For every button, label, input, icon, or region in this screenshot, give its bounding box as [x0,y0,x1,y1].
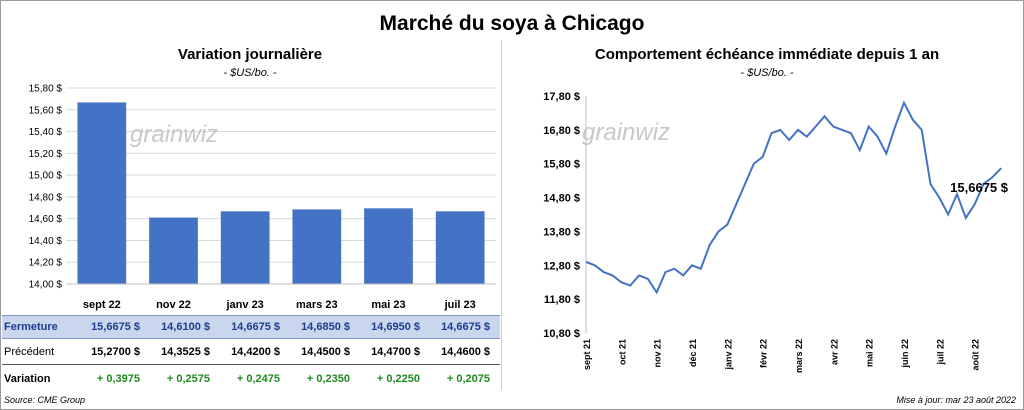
x-tick-label: sept 22 [83,299,121,311]
bar-chart: 14,00 $ 14,20 $ 14,40 $ 14,60 $ 14,80 $ 15,00… [29,84,496,311]
y-tick-label: 13,80 $ [543,226,580,238]
source-note: Source: CME Group [4,395,86,405]
y-tick-label: 15,80 $ [543,159,580,171]
table-cell: 14,6675 $ [231,321,280,333]
x-tick-label: déc 21 [688,339,698,367]
table-cell: 15,2700 $ [91,346,140,358]
bar [220,211,270,284]
y-tick-label: 15,20 $ [29,149,63,160]
main-title: Marché du soya à Chicago [379,12,645,35]
x-tick-label: sept 21 [582,339,592,370]
watermark: grainwiz [130,121,218,148]
x-tick-label: juil 23 [444,299,476,311]
watermark: grainwiz [582,119,670,146]
table-cell: 14,6100 $ [161,321,210,333]
y-tick-label: 15,00 $ [29,171,63,182]
bar [149,217,198,284]
y-tick-label: 17,80 $ [543,91,580,103]
table-cell: 14,3525 $ [161,346,210,358]
y-tick-label: 15,60 $ [29,105,63,116]
bar [364,208,413,284]
y-tick-label: 14,60 $ [29,214,63,225]
y-tick-label: 15,80 $ [29,84,63,95]
y-tick-label: 14,00 $ [29,280,63,291]
table-cell: 14,6950 $ [371,321,420,333]
x-tick-label: oct 21 [617,339,627,365]
bar [77,102,127,284]
x-tick-label: févr 22 [759,339,769,368]
x-tick-label: mars 23 [296,299,338,311]
y-tick-label: 10,80 $ [543,328,580,340]
x-tick-label: août 22 [971,339,981,371]
x-tick-label: nov 22 [156,299,191,311]
x-tick-label: juin 22 [900,339,910,369]
y-tick-label: 11,80 $ [544,294,580,306]
x-tick-label: juil 22 [935,339,945,366]
y-tick-label: 14,80 $ [543,193,580,205]
right-chart-unit: - $US/bo. - [740,67,794,79]
right-chart-title: Comportement échéance immédiate depuis 1… [594,46,940,63]
x-tick-label: avr 22 [829,339,839,365]
table-row-fermeture: Fermeture 15,6675 $ 14,6100 $ 14,6675 $ … [2,315,500,339]
row-label: Fermeture [4,321,58,333]
y-tick-label: 15,40 $ [29,127,63,138]
table-cell: 15,6675 $ [91,321,140,333]
x-tick-label: mars 22 [794,339,804,373]
bar [292,209,342,284]
table-row-precedent: Précédent 15,2700 $ 14,3525 $ 14,4200 $ … [2,341,500,365]
last-value-label: 15,6675 $ [950,180,1009,195]
panel-divider [501,40,502,390]
table-cell: + 0,2475 [236,373,280,385]
row-label: Précédent [4,346,55,358]
y-tick-label: 14,20 $ [29,258,63,269]
y-tick-label: 14,40 $ [29,236,63,247]
bar [435,211,485,284]
line-chart: 10,80 $ 11,80 $ 12,80 $ 13,80 $ 14,80 $ 15,80… [543,91,1009,373]
table-cell: 14,4700 $ [371,346,420,358]
x-tick-label: nov 21 [653,339,663,368]
price-series-line [585,100,1002,295]
x-tick-label: mai 22 [865,339,875,367]
table-cell: 14,4500 $ [301,346,350,358]
left-chart-unit: - $US/bo. - [223,67,277,79]
row-label: Variation [4,373,51,385]
table-cell: 14,6675 $ [441,321,490,333]
x-tick-label: janv 22 [723,339,733,371]
x-tick-label: janv 23 [226,299,264,311]
y-tick-label: 16,80 $ [543,125,580,137]
x-tick-label: mai 23 [371,299,405,311]
table-cell: + 0,2575 [166,373,210,385]
table-cell: + 0,3975 [96,373,140,385]
table-cell: + 0,2250 [376,373,420,385]
left-chart-title: Variation journalière [177,46,323,63]
y-tick-label: 12,80 $ [543,260,580,272]
y-tick-label: 14,80 $ [29,192,63,203]
table-cell: + 0,2350 [306,373,350,385]
table-cell: 14,4600 $ [441,346,490,358]
table-cell: 14,6850 $ [301,321,350,333]
table-cell: + 0,2075 [446,373,490,385]
update-note: Mise à jour: mar 23 août 2022 [896,395,1016,405]
table-cell: 14,4200 $ [231,346,280,358]
table-row-variation: Variation + 0,3975 + 0,2575 + 0,2475 + 0… [2,368,500,392]
